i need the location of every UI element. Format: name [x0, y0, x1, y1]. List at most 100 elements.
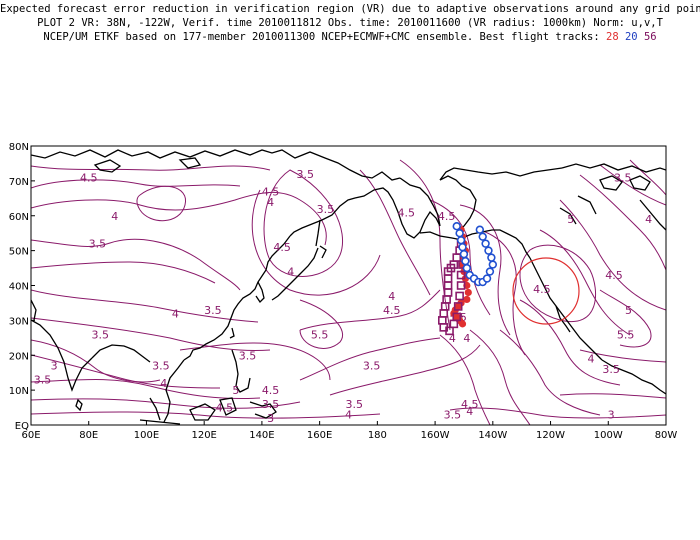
- track-20-point: [475, 225, 485, 234]
- track-20-point: [487, 253, 496, 262]
- track-56-point: [453, 302, 463, 311]
- contour-label: 4: [160, 377, 167, 390]
- y-tick-label: EQ: [15, 421, 29, 432]
- contour-label: 5: [232, 384, 239, 397]
- contour-label: 4.5: [383, 304, 401, 317]
- contour-label: 5.5: [617, 328, 635, 341]
- contour-label: 3.5: [614, 171, 632, 184]
- x-tick-label: 100E: [134, 430, 159, 441]
- track-20-point: [485, 267, 495, 276]
- track-20-point: [455, 228, 464, 238]
- track-20-point: [458, 242, 467, 252]
- contour-label: 4: [388, 290, 395, 303]
- contour-labels: 4.543.543.533.53.543.554.53.54.53.534.54…: [34, 168, 652, 425]
- contour-label: 3.5: [34, 374, 52, 387]
- contour-label: 4: [587, 353, 594, 366]
- track-28-point: [458, 320, 467, 328]
- contour-label: 3.5: [204, 304, 222, 317]
- track-56-point: [456, 270, 466, 280]
- contour-label: 3: [608, 409, 615, 422]
- contour-label: 4: [645, 213, 652, 226]
- y-tick-label: 40N: [9, 282, 29, 293]
- track-20-point: [478, 232, 487, 241]
- flight-tracks: [438, 222, 498, 336]
- contour-label: 4.5: [461, 398, 479, 411]
- y-tick-label: 70N: [9, 177, 29, 188]
- contour-label: 4.5: [80, 171, 98, 184]
- track-20-point: [459, 249, 469, 259]
- track-56-point: [443, 288, 453, 297]
- track-20-point: [461, 256, 470, 266]
- track-20-point: [462, 263, 472, 273]
- contour-label: 4.5: [216, 402, 234, 415]
- x-tick-label: 60E: [21, 430, 40, 441]
- track-20-point: [456, 235, 466, 245]
- x-tick-label: 120E: [191, 430, 216, 441]
- y-tick-label: 50N: [9, 247, 29, 258]
- track-28-point: [464, 288, 472, 297]
- verification-region-circle: [512, 257, 580, 325]
- header-title-line: Expected forecast error reduction in ver…: [0, 3, 700, 15]
- track-56-point: [456, 281, 466, 290]
- contour-label: 4: [287, 266, 294, 279]
- contour-label: 4.5: [273, 241, 291, 254]
- track-56-point: [452, 253, 462, 262]
- contour-label: 5: [625, 304, 632, 317]
- x-tick-label: 140E: [249, 430, 274, 441]
- contour-label: 3.5: [89, 238, 107, 251]
- track-20-point: [452, 222, 461, 231]
- contour-label: 4.5: [438, 210, 456, 223]
- x-tick-label: 160W: [421, 430, 450, 441]
- contour-label: 5: [567, 213, 574, 226]
- coastlines: [31, 149, 666, 425]
- x-tick-label: 120W: [536, 430, 565, 441]
- track-56-point: [452, 312, 462, 322]
- y-tick-label: 20N: [9, 351, 29, 362]
- contour-label: 3.5: [152, 360, 170, 373]
- contour-label: 4: [172, 307, 179, 320]
- y-tick-label: 30N: [9, 316, 29, 327]
- track-56-point: [455, 291, 464, 301]
- contour-label: 4.5: [397, 206, 415, 219]
- x-tick-label: 80W: [655, 430, 678, 441]
- contour-label: 3.5: [296, 168, 314, 181]
- track-56-point: [443, 281, 453, 290]
- x-tick-label: 160E: [307, 430, 332, 441]
- y-tick-label: 80N: [9, 142, 29, 153]
- contour-label: 4.5: [605, 269, 623, 282]
- contour-label: 3.5: [239, 349, 257, 362]
- contour-label: 3.5: [317, 203, 335, 216]
- track-56-point: [442, 295, 451, 304]
- x-tick-label: 80E: [79, 430, 98, 441]
- map-frame: [30, 145, 667, 426]
- contour-label: 3.5: [262, 398, 280, 411]
- track-20-point: [482, 274, 492, 283]
- track-56-point: [439, 309, 449, 318]
- contour-label: 4.5: [262, 384, 280, 397]
- contour-label: 4.5: [262, 185, 280, 198]
- contour-label: 4: [466, 405, 473, 418]
- track-28-point: [463, 295, 471, 304]
- y-tick-label: 60N: [9, 212, 29, 223]
- axis-ticks: 60E 80E 100E 120E 140E 160E 180 160W 140W 120W 100…: [9, 142, 678, 441]
- contour-label: 4.5: [533, 283, 551, 296]
- track-56-point: [445, 326, 454, 336]
- track-20-point: [481, 239, 490, 248]
- track-56-point: [440, 302, 450, 311]
- track-20-point: [484, 246, 493, 255]
- contour-label: 3.5: [444, 409, 462, 422]
- x-tick-label: 180: [368, 430, 387, 441]
- track-56-label: 56: [643, 31, 657, 43]
- track-20-point: [488, 260, 498, 269]
- contour-label: 3: [51, 360, 58, 373]
- track-20-label: 20: [624, 31, 638, 43]
- x-tick-label: 140W: [478, 430, 507, 441]
- contour-label: 4: [463, 332, 470, 345]
- contour-label: 4: [111, 210, 118, 223]
- y-tick-label: 10N: [9, 386, 29, 397]
- header-plot-info-line: PLOT 2 VR: 38N, -122W, Verif. time 20100…: [37, 17, 663, 29]
- contour-label: 3.5: [346, 398, 364, 411]
- contour-label: 4: [449, 332, 456, 345]
- track-56-point: [443, 274, 453, 283]
- header-ensemble-text: NCEP/UM ETKF based on 177-member 2010011…: [43, 31, 606, 43]
